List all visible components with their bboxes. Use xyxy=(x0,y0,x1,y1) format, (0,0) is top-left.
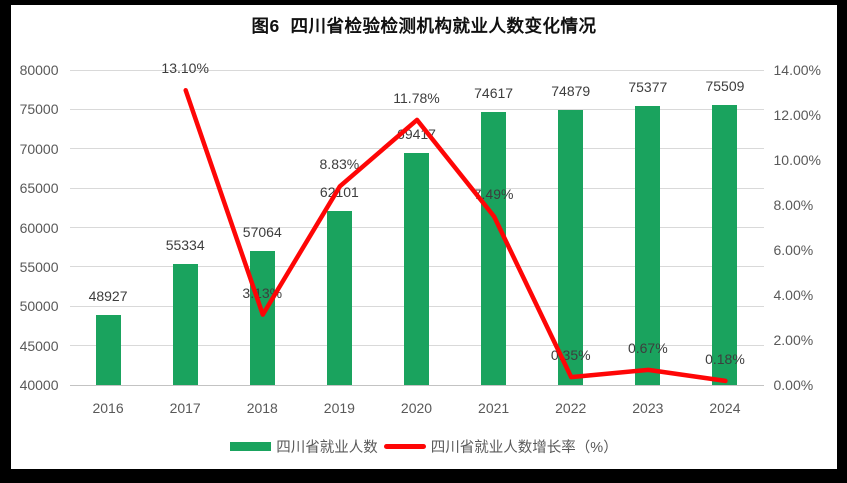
x-axis-category-label: 2018 xyxy=(246,400,278,416)
bar-value-label: 74879 xyxy=(551,83,591,100)
growth-rate-line-layer xyxy=(182,88,728,384)
bar xyxy=(712,105,738,385)
x-axis-category-label: 2019 xyxy=(323,400,355,416)
x-axis-category-label: 2023 xyxy=(632,400,664,416)
bar xyxy=(558,110,584,385)
bar xyxy=(481,112,507,385)
x-axis-line xyxy=(69,384,764,386)
bar-value-label: 75509 xyxy=(705,78,745,95)
bar xyxy=(635,106,661,385)
y-axis-left-tick-label: 55000 xyxy=(19,258,59,275)
gridline xyxy=(69,148,764,150)
bar xyxy=(172,264,198,385)
bar xyxy=(326,210,352,385)
bar xyxy=(95,314,121,385)
y-axis-left-tick-label: 45000 xyxy=(19,337,59,354)
y-axis-left-tick-label: 70000 xyxy=(19,140,59,157)
gridline xyxy=(69,108,764,110)
x-axis-category-label: 2021 xyxy=(478,400,510,416)
y-axis-right-tick-label: 12.00% xyxy=(773,107,821,123)
x-axis-category-label: 2016 xyxy=(92,400,124,416)
plot-area: 40000 45000 50000 55000 60000 65000 70000 75000… xyxy=(20,60,821,416)
x-axis-category-label: 2020 xyxy=(400,400,433,416)
bar-value-label: 48927 xyxy=(88,287,128,304)
y-axis-left-tick-label: 75000 xyxy=(19,101,59,118)
chart-title: 图6 四川省检验检测机构就业人数变化情况 xyxy=(251,16,597,36)
y-axis-right-tick-label: 6.00% xyxy=(773,242,814,258)
y-axis-left-tick-label: 65000 xyxy=(19,180,59,197)
y-axis-right-tick-label: 0.00% xyxy=(773,377,814,393)
line-point-label: 7.49% xyxy=(473,186,514,203)
legend-label-employment: 四川省就业人数 xyxy=(276,439,378,456)
line-point-label: 0.18% xyxy=(705,350,745,367)
y-axis-left-tick-label: 60000 xyxy=(19,219,59,236)
x-axis-category-label: 2024 xyxy=(709,400,741,416)
legend-item-employment: 四川省就业人数 xyxy=(230,436,378,457)
gridline xyxy=(69,69,764,71)
legend-label-growth-rate: 四川省就业人数增长率（%） xyxy=(430,439,618,456)
line-series-path xyxy=(182,88,728,384)
chart-canvas: 图6 四川省检验检测机构就业人数变化情况 40000 45000 50000 5500… xyxy=(11,5,837,469)
y-axis-left-tick-label: 40000 xyxy=(19,377,59,393)
bar-value-label: 57064 xyxy=(242,223,282,240)
line-point-label: 0.67% xyxy=(627,339,668,356)
bar-series-swatch xyxy=(230,441,272,451)
legend: 四川省就业人数 四川省就业人数增长率（%） xyxy=(11,435,837,457)
y-axis-left-tick-label: 80000 xyxy=(19,62,59,78)
y-axis-right-tick-label: 8.00% xyxy=(773,197,814,213)
bar-value-label: 55334 xyxy=(165,237,205,254)
line-point-label: 11.78% xyxy=(393,89,440,106)
y-axis-left-tick-label: 50000 xyxy=(19,298,59,315)
bar xyxy=(404,153,429,385)
legend-item-growth-rate: 四川省就业人数增长率（%） xyxy=(383,436,618,457)
x-axis-category-label: 2022 xyxy=(555,400,587,416)
bar-value-label: 75377 xyxy=(628,79,668,96)
y-axis-right-tick-label: 2.00% xyxy=(773,332,814,348)
bar-value-label: 74617 xyxy=(474,85,514,102)
y-axis-right-tick-label: 10.00% xyxy=(773,152,821,168)
line-series-swatch xyxy=(383,443,426,449)
line-point-label: 13.10% xyxy=(161,60,209,77)
y-axis-right-tick-label: 4.00% xyxy=(773,287,814,303)
line-point-label: 8.83% xyxy=(319,156,360,173)
x-axis-category-label: 2017 xyxy=(169,400,201,416)
y-axis-right-tick-label: 14.00% xyxy=(773,62,821,78)
bar-value-label: 62101 xyxy=(319,183,359,200)
bar xyxy=(249,250,275,385)
